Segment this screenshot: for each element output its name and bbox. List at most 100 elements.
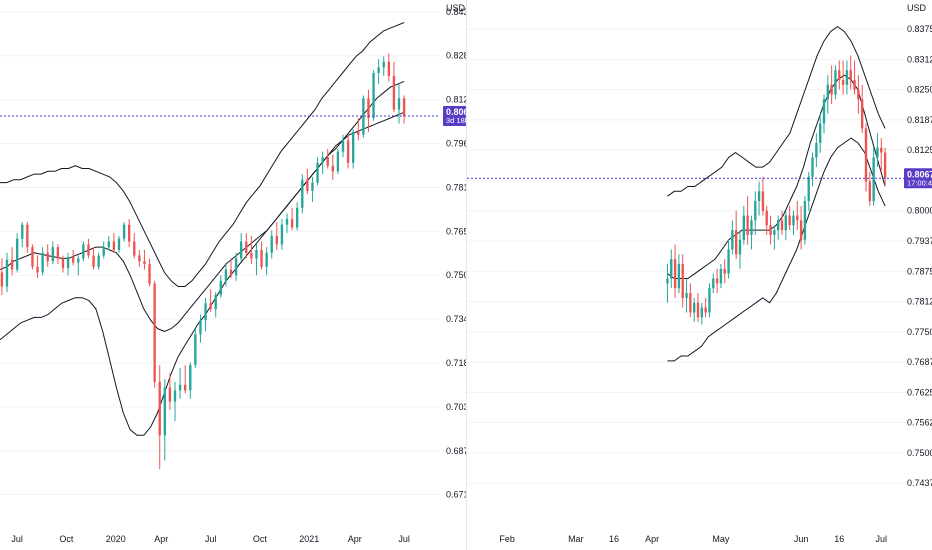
candle-body — [731, 230, 734, 250]
candle-body — [712, 278, 715, 289]
candle-body — [285, 219, 289, 225]
candle-body — [0, 272, 4, 287]
candle-body — [255, 249, 258, 259]
candle-body — [245, 241, 248, 253]
candle-body — [754, 201, 757, 221]
candle-body — [77, 258, 80, 263]
candle-body — [346, 140, 350, 163]
y-tick-label: 0.82815 — [446, 51, 466, 61]
candle-body — [321, 157, 324, 163]
candle-body — [311, 182, 314, 191]
bar-countdown: 3d 18h — [446, 116, 466, 125]
x-tick-label: May — [712, 534, 730, 544]
candle-body — [240, 241, 243, 259]
candle-body — [685, 293, 688, 298]
y-tick-label: 0.79690 — [446, 139, 466, 149]
candle-body — [864, 128, 868, 182]
candle-body — [362, 98, 365, 135]
candle-body — [275, 235, 278, 245]
candle-body — [765, 210, 768, 226]
candle-body — [189, 365, 192, 391]
y-tick-label: 0.81875 — [907, 115, 932, 125]
candle-body — [796, 215, 799, 221]
candle-body — [229, 269, 233, 276]
candle-body — [15, 238, 19, 270]
candle-body — [214, 294, 217, 309]
upper-band-line — [667, 25, 886, 197]
y-tick-label: 0.67190 — [446, 490, 466, 500]
x-tick-label: 2020 — [106, 534, 126, 544]
candle-body — [184, 384, 187, 391]
x-tick-label: Apr — [154, 534, 168, 544]
candle-body — [849, 70, 852, 80]
x-tick-label: Apr — [348, 534, 362, 544]
candle-body — [773, 230, 776, 235]
y-tick-label: 0.79375 — [907, 236, 932, 246]
y-tick-label: 0.81250 — [446, 95, 466, 105]
candle-body — [860, 99, 864, 129]
lower-band-line — [667, 137, 886, 362]
candle-body — [112, 241, 116, 250]
candle-body — [830, 84, 833, 95]
candle-body — [397, 98, 401, 110]
y-tick-label: 0.74375 — [907, 478, 932, 488]
candle-body — [204, 303, 207, 321]
candle-body — [92, 255, 95, 267]
x-tick-label: Oct — [253, 534, 268, 544]
right-chart-pane[interactable]: USD 0.74375 0.75000 0.75625 0.76250 0.76875 0.… — [466, 0, 932, 550]
candle-body — [673, 259, 677, 289]
candle-body — [51, 247, 54, 262]
candle-body — [148, 264, 151, 284]
candle-body — [153, 283, 156, 382]
y-tick-label: 0.76250 — [907, 387, 932, 397]
candle-body — [872, 157, 875, 202]
candle-body — [341, 140, 345, 152]
candle-body — [61, 258, 65, 269]
candle-body — [331, 165, 335, 172]
candle-body — [143, 261, 146, 264]
left-chart-pane[interactable]: USD 0.67190 0.68750 0.70315 0.71875 0.73440 0.… — [0, 0, 466, 550]
candle-body — [784, 215, 788, 231]
candle-body — [301, 179, 304, 208]
candle-body — [402, 98, 406, 116]
current-price-badge — [904, 168, 932, 189]
candle-body — [290, 219, 294, 228]
y-tick-label: 0.76565 — [446, 226, 466, 236]
candle-body — [260, 249, 263, 267]
candle-body — [738, 239, 742, 255]
candle-body — [799, 220, 803, 240]
candle-body — [883, 152, 887, 179]
y-tick-label: 0.76875 — [907, 357, 932, 367]
right-candlestick-chart[interactable]: USD 0.74375 0.75000 0.75625 0.76250 0.76875 0.… — [467, 0, 932, 550]
candle-body — [868, 181, 872, 202]
candle-body — [280, 224, 284, 245]
candle-body — [776, 220, 780, 231]
y-tick-label: 0.70315 — [446, 402, 466, 412]
candle-body — [382, 61, 385, 68]
y-tick-label: 0.83750 — [907, 24, 932, 34]
candle-body — [219, 280, 222, 295]
lower-band-line — [0, 111, 405, 436]
candle-body — [316, 162, 319, 183]
candle-body — [36, 266, 39, 273]
candle-body — [792, 215, 795, 226]
candle-body — [168, 387, 172, 402]
current-price-badge — [443, 105, 466, 126]
candle-body — [46, 252, 49, 262]
candle-body — [666, 278, 669, 284]
candle-body — [41, 252, 44, 273]
candle-body — [66, 256, 70, 269]
candle-body — [352, 132, 355, 163]
candle-body — [296, 207, 299, 228]
candle-body — [876, 147, 879, 158]
y-tick-label: 0.77500 — [907, 327, 932, 337]
candle-body — [306, 179, 309, 191]
upper-band-line — [0, 22, 405, 287]
left-candlestick-chart[interactable]: USD 0.67190 0.68750 0.70315 0.71875 0.73440 0.… — [0, 0, 466, 550]
candle-body — [107, 241, 110, 248]
x-tick-label: Jul — [11, 534, 23, 544]
candle-body — [723, 268, 726, 274]
candle-body — [818, 123, 822, 143]
candle-body — [689, 293, 692, 313]
candle-body — [357, 132, 360, 135]
